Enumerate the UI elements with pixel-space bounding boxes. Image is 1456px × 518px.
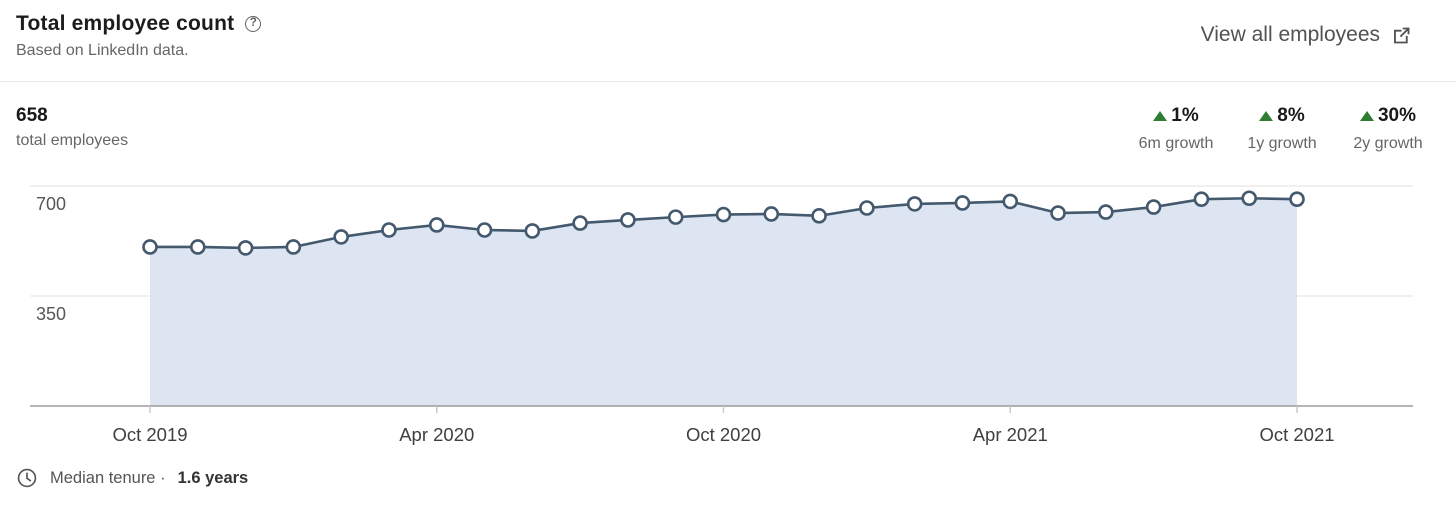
view-all-employees-link[interactable]: View all employees — [1201, 23, 1412, 47]
card-header: Total employee count ? Based on LinkedIn… — [0, 0, 1456, 82]
external-link-icon — [1394, 27, 1410, 43]
title-row: Total employee count ? — [16, 12, 262, 36]
y-tick-label: 700 — [36, 194, 66, 214]
y-tick-label: 350 — [36, 304, 66, 324]
chart-point[interactable] — [620, 212, 636, 228]
growth-stats: 1% 6m growth 8% 1y growth 30% 2y growth — [1130, 105, 1434, 153]
chart-point[interactable] — [381, 222, 397, 238]
chart-point[interactable] — [1002, 193, 1019, 210]
x-tick-label: Oct 2020 — [686, 424, 761, 445]
total-employees-stat: 658 total employees — [16, 105, 128, 150]
median-tenure-footer: Median tenure · 1.6 years — [0, 454, 1456, 502]
growth-1y-pct: 8% — [1277, 105, 1305, 126]
growth-1y-label: 1y growth — [1247, 135, 1317, 152]
growth-2y-pct: 30% — [1377, 105, 1417, 126]
growth-6m-label: 6m growth — [1138, 135, 1214, 152]
chart-point[interactable] — [524, 223, 541, 239]
chart-point[interactable] — [906, 196, 923, 212]
median-tenure-label: Median tenure · — [50, 468, 166, 487]
chart-point[interactable] — [1289, 191, 1305, 208]
median-tenure-value: 1.6 years — [177, 468, 249, 487]
chart-point[interactable] — [285, 239, 302, 255]
growth-up-arrow-icon — [1259, 111, 1274, 121]
x-tick-label: Apr 2020 — [399, 424, 474, 445]
growth-2y-pct-row: 30% — [1359, 105, 1417, 127]
view-all-label: View all employees — [1200, 23, 1380, 46]
header-left: Total employee count ? Based on LinkedIn… — [16, 12, 262, 60]
employee-count-chart[interactable]: 700 350 Oct 2019 Apr 2020 Oct 2020 Apr 2021 Oc… — [0, 159, 1456, 454]
total-employees-value: 658 — [16, 105, 48, 126]
chart-point[interactable] — [237, 240, 254, 256]
chart-point[interactable] — [859, 200, 875, 216]
subtitle: Based on LinkedIn data. — [16, 42, 189, 59]
growth-6m-pct: 1% — [1171, 105, 1199, 126]
chart-point[interactable] — [189, 239, 206, 255]
chart-point[interactable] — [811, 208, 827, 224]
chart-point[interactable] — [572, 215, 588, 231]
chart-point[interactable] — [667, 209, 684, 225]
chart-point[interactable] — [1050, 205, 1066, 221]
chart-point[interactable] — [1145, 199, 1162, 215]
chart-point[interactable] — [715, 206, 732, 223]
growth-up-arrow-icon — [1153, 111, 1168, 121]
chart-point[interactable] — [476, 222, 493, 238]
growth-6m: 1% 6m growth — [1130, 105, 1222, 153]
growth-6m-pct-row: 1% — [1153, 105, 1199, 127]
total-employees-label: total employees — [16, 132, 129, 149]
x-tick-label: Apr 2021 — [973, 424, 1048, 445]
growth-2y-label: 2y growth — [1353, 135, 1423, 152]
growth-1y-pct-row: 8% — [1259, 105, 1305, 127]
stats-row: 658 total employees 1% 6m growth 8% 1y g… — [0, 82, 1456, 153]
chart-point[interactable] — [428, 217, 445, 233]
chart-point[interactable] — [1098, 204, 1114, 220]
x-tick-label: Oct 2019 — [112, 424, 187, 445]
growth-up-arrow-icon — [1359, 111, 1374, 121]
chart-point[interactable] — [1241, 190, 1258, 207]
chart-point[interactable] — [763, 206, 780, 222]
growth-1y: 8% 1y growth — [1236, 105, 1328, 153]
chart-point[interactable] — [142, 239, 158, 255]
x-tick-label: Oct 2021 — [1259, 424, 1334, 445]
chart-point[interactable] — [333, 229, 349, 245]
clock-icon — [17, 468, 37, 488]
growth-2y: 30% 2y growth — [1342, 105, 1434, 153]
page-title: Total employee count — [16, 12, 235, 35]
area-fill — [150, 198, 1297, 406]
chart-point[interactable] — [954, 195, 971, 211]
chart-point[interactable] — [1193, 191, 1210, 208]
help-icon[interactable]: ? — [245, 16, 262, 32]
